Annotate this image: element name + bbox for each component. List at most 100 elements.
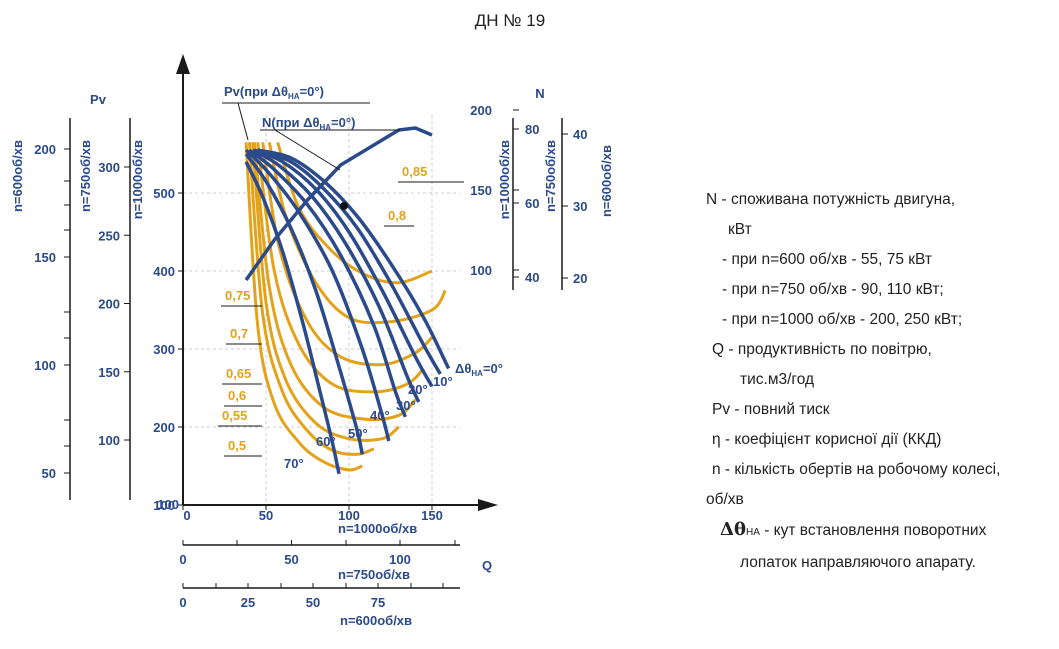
n-axis-1000-label: n=1000об/хв (497, 140, 512, 219)
n-tick-label-600: 40 (573, 127, 587, 142)
n-tick-label-750: 60 (525, 196, 539, 211)
power-curve-marker (340, 202, 348, 210)
angle-labels: 10° 20°30° 40°50° 60° 70° (284, 374, 453, 471)
n-annotation-leader (274, 129, 341, 171)
n-annotation: N(при ΔθНА=0°) (262, 115, 355, 132)
q-axis-1000: 0 50 100 150 100 (157, 497, 443, 523)
efficiency-label: 0,85 (402, 164, 427, 179)
legend-line: η - коефіцієнт корисної дії (ККД) (712, 431, 942, 448)
efficiency-label: 0,5 (228, 438, 246, 453)
pressure-curves (244, 148, 451, 475)
legend-line: Pv - повний тиск (712, 401, 830, 418)
angle-label: 10° (433, 374, 453, 389)
pv-axis-1000-label: n=1000об/хв (130, 140, 145, 219)
n-axis-750-label: n=750об/хв (543, 140, 558, 212)
x-axis-arrow (478, 499, 498, 511)
pv-tick-label-750: 100 (98, 433, 120, 448)
pressure-curve (244, 148, 391, 442)
pressure-curve (257, 148, 451, 370)
angle-label: 70° (284, 456, 304, 471)
pv-tick-label-750: 300 (98, 160, 120, 175)
legend-line: - при n=1000 об/хв - 200, 250 кВт; (722, 311, 963, 328)
chart-title: ДН № 19 (475, 11, 545, 30)
power-curve-line (244, 126, 433, 282)
efficiency-curve (252, 142, 417, 422)
pv-axis-600-label: n=600об/хв (10, 140, 25, 212)
legend-line: тис.м3/год (740, 371, 815, 388)
legend-line: N - споживана потужність двигуна, (706, 191, 956, 208)
n-axis-750: 40 60 80 (513, 122, 539, 285)
pv-tick-label-1000: 200 (153, 420, 175, 435)
pv-annotation: Pv(при ΔθНА=0°) (224, 84, 324, 101)
efficiency-label: 0,7 (230, 326, 248, 341)
legend-dtheta-text: - кут встановлення поворотних (759, 522, 987, 539)
legend-line: кВт (728, 221, 752, 238)
n-tick-label-1000: 200 (470, 103, 492, 118)
n-tick-label-600: 20 (573, 271, 587, 286)
legend-line: об/хв (706, 491, 744, 508)
pv-tick-label-750: 150 (98, 365, 120, 380)
n-tick-label-1000: 100 (470, 263, 492, 278)
pv-axis-750-label: n=750об/хв (78, 140, 93, 212)
efficiency-label: 0,75 (225, 288, 250, 303)
n-axis-600: 20 30 40 (562, 127, 587, 286)
pv-tick-label-750: 250 (98, 228, 120, 243)
q-axis-750-label: n=750об/хв (338, 567, 410, 582)
n-tick-label-1000: 150 (470, 183, 492, 198)
legend-line: - при n=600 об/хв - 55, 75 кВт (722, 251, 932, 268)
efficiency-curve (256, 142, 425, 394)
pressure-curve (251, 148, 421, 403)
n-tick-label-600: 30 (573, 199, 587, 214)
n-axis-600-label: n=600об/хв (599, 145, 614, 217)
angle-label: 30° (396, 398, 416, 413)
dtheta-symbol: Δθ (720, 519, 746, 540)
pv-tick-label-1000: 300 (153, 342, 175, 357)
pv-axis-1000: 100 200 300 400 500 (153, 186, 183, 513)
angle-label: 60° (316, 434, 336, 449)
efficiency-label: 0,65 (226, 366, 251, 381)
legend-line: n - кількість обертів на робочому колесі… (712, 461, 1001, 478)
q-tick-label-1000: 150 (421, 508, 443, 523)
pv-origin-label: 100 (157, 497, 179, 512)
pressure-curve (244, 152, 365, 455)
q-axis-600: 0 25 50 75 (179, 583, 444, 610)
pv-axis-title: Pv (90, 92, 107, 107)
pressure-curve (253, 148, 434, 388)
q-axis-title: Q (482, 558, 492, 573)
q-tick-label-750: 0 (179, 552, 186, 567)
pressure-curve (257, 148, 442, 375)
pv-tick-label-600: 200 (34, 142, 56, 157)
q-tick-label-1000: 0 (183, 508, 190, 523)
y-axis-arrow (176, 54, 190, 74)
n-tick-label-750: 80 (525, 122, 539, 137)
q-tick-label-750: 50 (284, 552, 298, 567)
pv-tick-label-750: 200 (98, 297, 120, 312)
efficiency-label: 0,55 (222, 408, 247, 423)
q-tick-label-600: 75 (371, 595, 385, 610)
angle-label: 50° (348, 426, 368, 441)
q-tick-label-600: 50 (306, 595, 320, 610)
efficiency-label: 0,8 (388, 208, 406, 223)
pv-tick-label-600: 100 (34, 358, 56, 373)
pv-tick-label-600: 50 (42, 466, 56, 481)
q-tick-label-1000: 50 (259, 508, 273, 523)
legend-line: лопаток направляючого апарату. (740, 554, 976, 571)
dtheta-subscript: НА (745, 527, 760, 538)
q-tick-label-600: 0 (179, 595, 186, 610)
q-axis-1000-label: n=1000об/хв (338, 521, 417, 536)
q-axis-600-label: n=600об/хв (340, 613, 412, 628)
q-axis-750: 0 50 100 (179, 540, 456, 567)
pv-axis-750: 100 150 200 250 300 (98, 160, 130, 448)
efficiency-labels: 0,85 0,8 0,75 0,7 0,65 0,6 0,55 0,5 (218, 164, 464, 457)
n-axis-1000: 100 150 200 (470, 103, 519, 278)
efficiency-curve (244, 142, 363, 472)
q-tick-label-1000: 100 (338, 508, 360, 523)
q-tick-label-600: 25 (241, 595, 255, 610)
dtheta-zero-annotation: ΔθНА=0° (455, 361, 503, 378)
angle-label: 20° (408, 382, 428, 397)
efficiency-curve (251, 142, 400, 442)
pv-annotation-leader (237, 102, 249, 141)
legend-line: - при n=750 об/хв - 90, 110 кВт; (722, 281, 944, 298)
legend-line: Q - продуктивність по повітрю, (712, 341, 932, 358)
